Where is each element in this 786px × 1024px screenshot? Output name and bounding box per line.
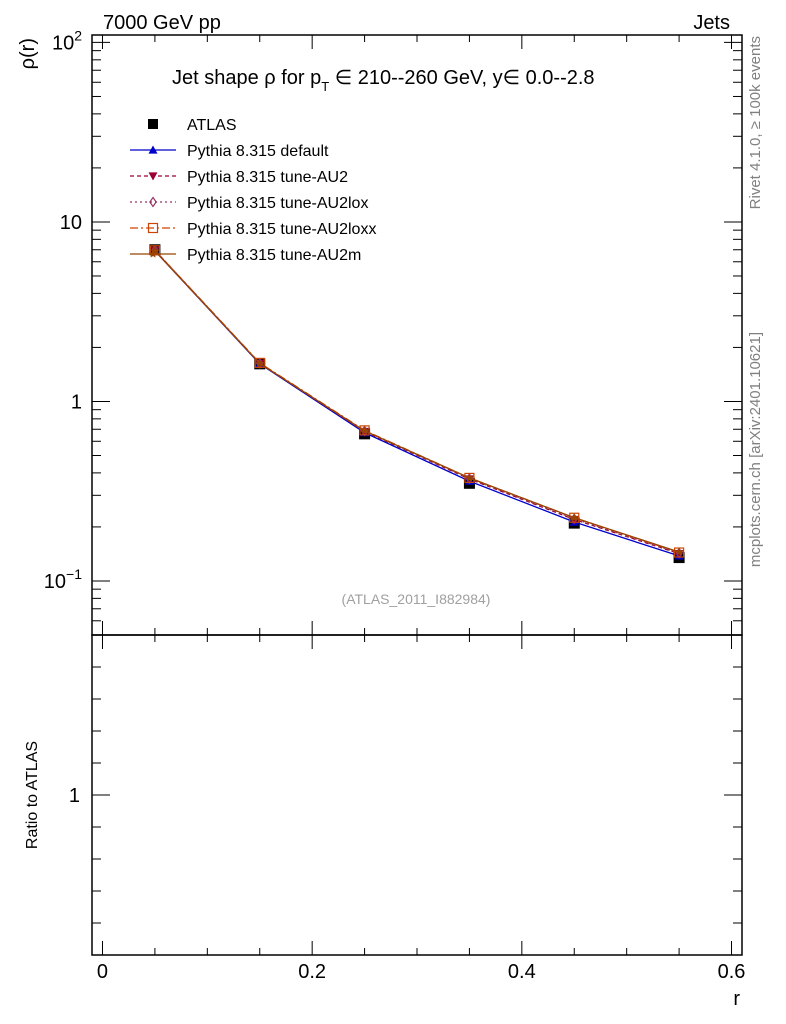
series-marker xyxy=(465,473,474,482)
series-marker xyxy=(254,357,265,368)
series-marker xyxy=(148,172,158,181)
legend-item: Pythia 8.315 tune-AU2m xyxy=(130,247,361,264)
series-marker xyxy=(148,145,158,154)
analysis-watermark: (ATLAS_2011_I882984) xyxy=(342,591,491,607)
series-marker xyxy=(464,472,475,484)
series-line xyxy=(154,250,680,553)
series-atlas xyxy=(149,244,685,564)
series-marker xyxy=(147,222,159,234)
x-tick-label: 0.2 xyxy=(298,961,326,983)
y-axis-label: ρ(r) xyxy=(17,38,39,69)
legend-item: Pythia 8.315 tune-AU2lox xyxy=(130,195,368,212)
series-marker xyxy=(359,425,370,436)
plot-title-subscript: T xyxy=(321,79,329,94)
header-energy: 7000 GeV pp xyxy=(103,12,221,34)
series-line xyxy=(154,249,680,554)
y-tick-label: 102 xyxy=(52,27,82,54)
series-marker xyxy=(360,426,369,435)
series-marker xyxy=(148,119,158,129)
series-pythia-8-315-tune-au2m xyxy=(150,246,684,556)
x-tick-label: 0.6 xyxy=(718,961,746,983)
ratio-plot-frame xyxy=(91,634,743,956)
y-tick-label: 10−1 xyxy=(44,566,82,593)
legend-label: Pythia 8.315 tune-AU2m xyxy=(187,247,361,264)
x-tick-label: 0.4 xyxy=(508,961,536,983)
legend: ATLAS Pythia 8.315 default Pythia 8.315 tu… xyxy=(130,117,376,264)
ratio-axis-ticks: 0 0.2 0.4 0.6 1 xyxy=(69,634,746,983)
y-tick-label: 10 xyxy=(60,212,82,234)
legend-item: Pythia 8.315 tune-AU2loxx xyxy=(130,221,376,238)
series-marker xyxy=(674,547,684,556)
series-layer xyxy=(149,244,685,564)
ratio-y-axis-label: Ratio to ATLAS xyxy=(24,741,41,849)
series-pythia-8-315-tune-au2loxx xyxy=(149,245,685,558)
series-line xyxy=(154,249,680,554)
header-process: Jets xyxy=(693,12,730,34)
series-marker xyxy=(149,196,157,208)
series-marker xyxy=(570,513,579,522)
ratio-y-tick-label: 1 xyxy=(69,785,80,807)
plot-title: Jet shape ρ for pT ∈ 210--260 GeV, y∈ 0.… xyxy=(172,67,595,94)
legend-label: Pythia 8.315 tune-AU2 xyxy=(187,169,348,186)
series-line xyxy=(154,249,680,555)
main-axis-ticks: 102 10 1 10−1 xyxy=(44,27,742,636)
series-pythia-8-315-tune-au2lox xyxy=(151,244,683,559)
series-marker xyxy=(150,246,160,255)
legend-item: ATLAS xyxy=(148,117,237,134)
x-tick-label: 0 xyxy=(97,961,108,983)
legend-item: Pythia 8.315 default xyxy=(130,143,329,160)
series-marker xyxy=(148,249,158,258)
series-pythia-8-315-tune-au2 xyxy=(150,246,684,559)
rivet-version-text: Rivet 4.1.0, ≥ 100k events xyxy=(747,36,764,209)
mcplots-reference-text: mcplots.cern.ch [arXiv:2401.10621] xyxy=(747,332,764,567)
x-axis-label: r xyxy=(733,988,740,1010)
series-marker xyxy=(569,512,580,523)
series-marker xyxy=(255,358,264,367)
legend-label: Pythia 8.315 default xyxy=(187,143,329,160)
y-tick-label: 1 xyxy=(71,391,82,413)
legend-label: ATLAS xyxy=(187,117,237,134)
legend-label: Pythia 8.315 tune-AU2lox xyxy=(187,195,368,212)
legend-item: Pythia 8.315 tune-AU2 xyxy=(130,169,348,186)
plot-title-part-a: Jet shape ρ for p xyxy=(172,67,321,89)
plot-title-part-b: ∈ 210--260 GeV, y∈ 0.0--2.8 xyxy=(329,67,594,89)
series-pythia-8-315-default xyxy=(150,246,684,560)
series-line xyxy=(154,250,680,557)
legend-label: Pythia 8.315 tune-AU2loxx xyxy=(187,221,376,238)
